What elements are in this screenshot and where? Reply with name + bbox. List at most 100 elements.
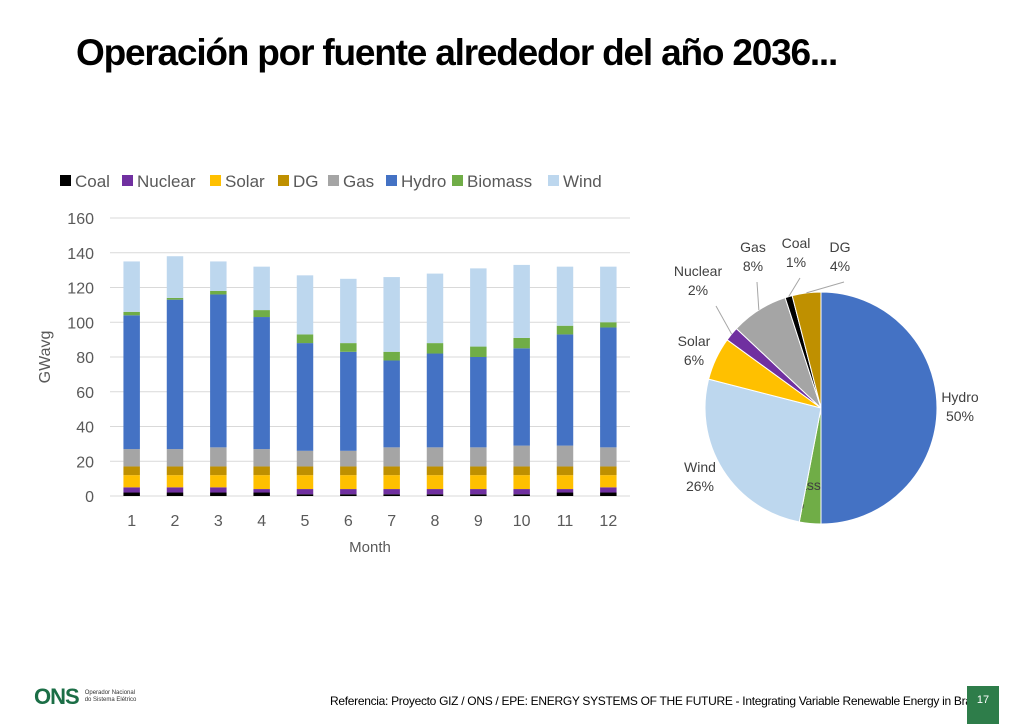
bar-wind-1 <box>123 261 140 312</box>
y-tick-label-100: 100 <box>67 315 94 332</box>
y-tick-label-60: 60 <box>76 385 94 402</box>
pie-slice-wind <box>704 378 822 523</box>
bar-biomass-5 <box>296 334 314 344</box>
page-number: 17 <box>967 686 999 724</box>
bar-gas-6 <box>340 450 357 467</box>
bar-dg-7 <box>383 466 400 476</box>
pie-label-name-coal: Coal <box>782 235 811 251</box>
pie-label-name-solar: Solar <box>678 333 711 349</box>
logo-tagline: Operador Nacional do Sistema Elétrico <box>84 690 137 703</box>
pie-leader-gas <box>756 281 760 311</box>
pie-label-value-gas: 8% <box>743 258 763 274</box>
bar-dg-3 <box>210 466 227 476</box>
bar-coal-7 <box>383 494 400 496</box>
bar-coal-1 <box>123 492 140 496</box>
bar-nuclear-1 <box>123 487 140 493</box>
bar-gas-2 <box>166 449 184 467</box>
pie-label-value-hydro: 50% <box>946 408 974 424</box>
bar-dg-11 <box>556 466 574 476</box>
y-tick-label-80: 80 <box>76 350 94 367</box>
bar-hydro-7 <box>383 360 400 448</box>
ons-logo: ONS Operador Nacional do Sistema Elétric… <box>34 684 145 710</box>
bar-gas-5 <box>296 450 314 467</box>
pie-label-name-wind: Wind <box>684 459 716 475</box>
bar-coal-6 <box>340 494 357 496</box>
bar-biomass-8 <box>426 343 444 354</box>
bar-solar-5 <box>296 475 314 490</box>
pie-label-value-solar: 6% <box>684 352 704 368</box>
bar-biomass-4 <box>253 310 270 318</box>
bar-wind-9 <box>470 268 487 347</box>
pie-slice-hydro <box>820 291 938 525</box>
y-tick-label-160: 160 <box>67 211 94 228</box>
bar-dg-5 <box>296 466 314 476</box>
legend-label-nuclear: Nuclear <box>137 172 196 191</box>
legend-label-hydro: Hydro <box>401 172 446 191</box>
bar-solar-2 <box>166 475 184 488</box>
pie-label-value-coal: 1% <box>786 254 806 270</box>
bar-wind-5 <box>296 275 314 335</box>
bar-dg-6 <box>340 466 357 476</box>
x-tick-label-3: 3 <box>214 513 223 530</box>
bar-nuclear-2 <box>166 487 184 493</box>
bar-dg-9 <box>470 466 487 476</box>
bar-dg-10 <box>513 466 530 476</box>
bar-biomass-7 <box>383 351 400 361</box>
legend-label-solar: Solar <box>225 172 265 191</box>
bar-wind-3 <box>210 261 227 291</box>
bar-biomass-11 <box>556 325 574 335</box>
bar-coal-10 <box>513 494 530 496</box>
bar-biomass-1 <box>123 311 140 316</box>
bar-biomass-6 <box>340 343 357 352</box>
x-tick-label-1: 1 <box>127 513 136 530</box>
bar-solar-4 <box>253 475 270 490</box>
x-tick-label-5: 5 <box>301 513 310 530</box>
bar-coal-3 <box>210 492 227 496</box>
legend-label-gas: Gas <box>343 172 374 191</box>
x-axis-title: Month <box>349 539 391 556</box>
bar-nuclear-7 <box>383 489 400 495</box>
bar-hydro-3 <box>210 294 227 448</box>
pie-leader-nuclear <box>715 305 733 335</box>
bar-gas-4 <box>253 449 270 467</box>
bar-solar-1 <box>123 475 140 488</box>
pie-chart: Hydro50%Biomass3%Wind26%Solar6%Nuclear2%… <box>674 235 979 525</box>
bar-biomass-9 <box>470 346 487 357</box>
bar-coal-5 <box>296 494 314 496</box>
x-tick-label-12: 12 <box>599 513 617 530</box>
y-tick-label-40: 40 <box>76 420 94 437</box>
slide-title: Operación por fuente alrededor del año 2… <box>76 32 838 73</box>
bar-nuclear-5 <box>296 489 314 495</box>
legend-swatch-hydro <box>386 175 397 186</box>
pie-label-value-wind: 26% <box>686 478 714 494</box>
legend-label-dg: DG <box>293 172 319 191</box>
bar-solar-9 <box>470 475 487 490</box>
bar-nuclear-3 <box>210 487 227 493</box>
bar-wind-8 <box>426 273 444 344</box>
x-tick-label-8: 8 <box>431 513 440 530</box>
bar-gas-12 <box>600 447 617 467</box>
bar-biomass-10 <box>513 337 530 349</box>
bar-coal-2 <box>166 492 184 496</box>
pie-leader-dg <box>806 281 845 294</box>
bar-solar-3 <box>210 475 227 488</box>
y-tick-label-20: 20 <box>76 454 94 471</box>
legend-swatch-gas <box>328 175 339 186</box>
bar-coal-12 <box>600 492 617 496</box>
bar-biomass-12 <box>600 322 617 328</box>
legend-swatch-coal <box>60 175 71 186</box>
bar-coal-8 <box>426 494 444 496</box>
bar-dg-2 <box>166 466 184 476</box>
bar-hydro-9 <box>470 357 487 448</box>
bar-wind-6 <box>340 278 357 344</box>
y-tick-label-120: 120 <box>67 281 94 298</box>
bar-wind-4 <box>253 266 270 311</box>
pie-leader-coal <box>788 277 801 297</box>
bar-gas-1 <box>123 449 140 467</box>
bar-wind-2 <box>166 256 184 298</box>
pie-label-value-nuclear: 2% <box>688 282 708 298</box>
bar-hydro-4 <box>253 317 270 450</box>
y-tick-label-140: 140 <box>67 246 94 263</box>
logo-mark: ONS <box>34 684 80 709</box>
pie-label-value-dg: 4% <box>830 258 850 274</box>
